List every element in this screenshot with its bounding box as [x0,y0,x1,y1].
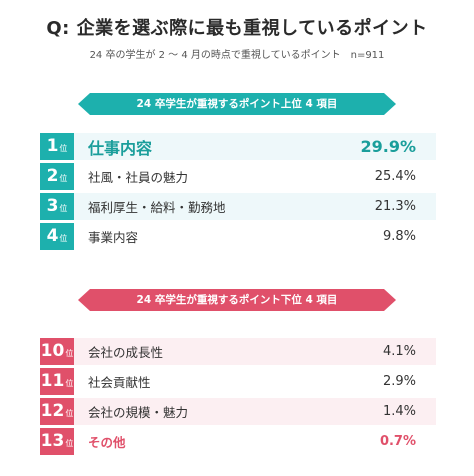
rank-badge: 13 位 [40,428,74,455]
rank-badge: 12 位 [40,398,74,425]
rank-number: 11 [40,371,65,391]
rank-badge: 10 位 [40,338,74,365]
item-label: 事業内容 [88,230,139,245]
rank-number: 3 [46,196,59,216]
rank-suffix: 位 [65,409,74,418]
rank-number: 2 [46,166,59,186]
ranking-row: 13 位その他 0.7% [40,428,436,455]
rank-badge: 11 位 [40,368,74,395]
rank-number: 1 [46,136,59,156]
rank-suffix: 位 [59,174,68,183]
item-value: 9.8% [382,229,416,244]
item-value: 21.3% [374,199,416,214]
item-value: 29.9% [360,137,416,156]
rank-number: 12 [40,401,65,421]
item-value: 0.7% [379,434,416,449]
rank-suffix: 位 [65,439,74,448]
ranking-row: 3 位福利厚生・給料・勤務地 21.3% [40,193,436,220]
item-value: 2.9% [382,374,416,389]
ranking-row: 2 位社風・社員の魅力 25.4% [40,163,436,190]
item-label: 福利厚生・給料・勤務地 [88,200,226,215]
rank-suffix: 位 [59,144,68,153]
rank-suffix: 位 [65,379,74,388]
bottom-ranking-list: 10 位会社の成長性 4.1% 11 位社会貢献性 2.9% 12 位会社の規模・魅力 1.4%… [40,338,436,458]
page-subtitle: 24 卒の学生が 2 〜 4 月の時点で重視しているポイント n=911 [89,50,385,61]
rank-number: 4 [46,226,59,246]
rank-number: 13 [40,431,65,451]
rank-number: 10 [40,341,65,361]
ranking-row: 10 位会社の成長性 4.1% [40,338,436,365]
top-section-banner: 24 卒学生が重視するポイント上位 4 項目 [78,93,396,115]
ranking-row: 1 位仕事内容 29.9% [40,133,436,160]
item-label: その他 [88,435,126,450]
page-title: Q: 企業を選ぶ際に最も重視しているポイント [46,18,428,39]
item-label: 仕事内容 [88,138,153,158]
rank-suffix: 位 [59,204,68,213]
rank-suffix: 位 [59,234,68,243]
rank-suffix: 位 [65,349,74,358]
item-value: 1.4% [382,404,416,419]
top-ranking-list: 1 位仕事内容 29.9% 2 位社風・社員の魅力 25.4% 3 位福利厚生・給料・勤務地 2… [40,133,436,253]
ranking-row: 11 位社会貢献性 2.9% [40,368,436,395]
bottom-section-banner: 24 卒学生が重視するポイント下位 4 項目 [78,289,396,311]
item-label: 会社の規模・魅力 [88,405,189,420]
ranking-row: 4 位事業内容 9.8% [40,223,436,250]
item-value: 4.1% [382,344,416,359]
item-label: 社会貢献性 [88,375,151,390]
ranking-row: 12 位会社の規模・魅力 1.4% [40,398,436,425]
item-label: 社風・社員の魅力 [88,170,189,185]
item-label: 会社の成長性 [88,345,164,360]
item-value: 25.4% [374,169,416,184]
